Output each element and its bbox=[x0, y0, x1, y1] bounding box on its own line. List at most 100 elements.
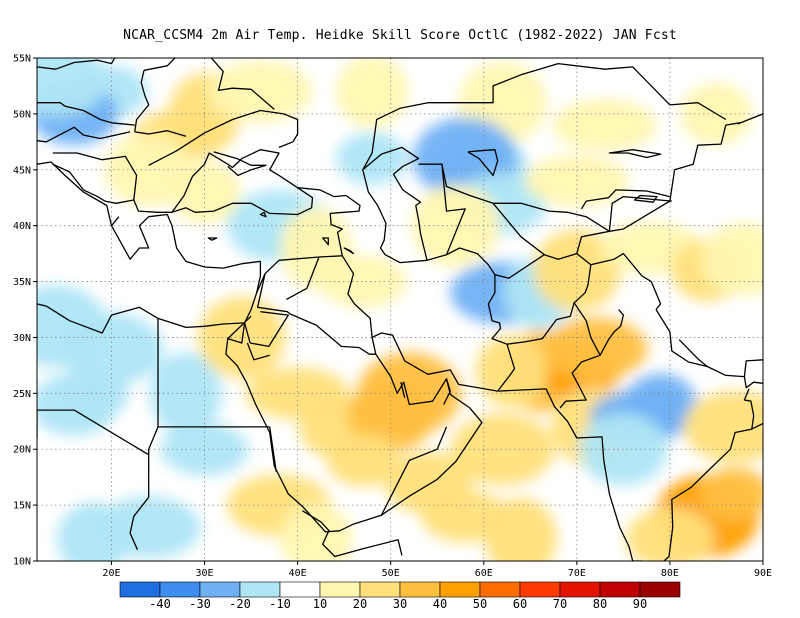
country-border bbox=[418, 163, 466, 255]
country-border bbox=[559, 302, 601, 409]
colorbar-swatch bbox=[279, 581, 321, 598]
lat-tick-label: 50N bbox=[13, 109, 31, 120]
field-blob bbox=[208, 60, 313, 123]
field-blob bbox=[56, 502, 129, 561]
colorbar-swatch bbox=[399, 581, 441, 598]
country-border bbox=[362, 62, 727, 171]
axis-ticks: 20E 30E 40E 50E 60E 70E 80E 90E 10N 15N 20N 25N 30N 3… bbox=[13, 54, 772, 580]
country-border bbox=[148, 109, 299, 166]
lake-outline bbox=[343, 247, 355, 255]
lat-tick-label: 35N bbox=[13, 277, 31, 288]
lat-tick-label: 25N bbox=[13, 389, 31, 400]
field-blob bbox=[475, 334, 548, 407]
country-border bbox=[256, 187, 361, 293]
colorbar-swatch bbox=[359, 581, 401, 598]
country-border bbox=[52, 163, 134, 204]
country-border bbox=[426, 247, 516, 392]
country-border bbox=[256, 273, 376, 355]
field-blob bbox=[37, 373, 119, 436]
colorbar-swatch bbox=[519, 581, 561, 598]
field-blob bbox=[683, 390, 763, 463]
country-border bbox=[494, 252, 592, 345]
colorbar-label: 50 bbox=[473, 597, 487, 611]
colorbar-label: 60 bbox=[513, 597, 527, 611]
colorbar-label: -10 bbox=[269, 597, 291, 611]
colorbar-label: -30 bbox=[189, 597, 211, 611]
lat-tick-label: 55N bbox=[13, 54, 31, 65]
field-blob bbox=[700, 223, 763, 296]
field-blob bbox=[326, 434, 399, 487]
field-blob bbox=[318, 255, 407, 308]
country-border bbox=[37, 126, 131, 143]
country-border bbox=[493, 202, 610, 232]
field-blob bbox=[336, 132, 409, 185]
country-border bbox=[148, 318, 159, 498]
lon-tick-label: 50E bbox=[382, 568, 400, 579]
lat-tick-label: 20N bbox=[13, 445, 31, 456]
lat-tick-label: 45N bbox=[13, 165, 31, 176]
field-blob bbox=[197, 296, 286, 379]
coastline bbox=[322, 531, 403, 558]
coastline bbox=[632, 422, 763, 561]
country-border bbox=[441, 164, 545, 256]
map-title: NCAR_CCSM4 2m Air Temp. Heidke Skill Sco… bbox=[123, 28, 677, 43]
country-border bbox=[590, 252, 662, 310]
field-blob bbox=[357, 352, 462, 435]
field-blob bbox=[625, 507, 714, 561]
coastline bbox=[213, 151, 267, 177]
country-border bbox=[134, 70, 150, 132]
lon-tick-label: 40E bbox=[289, 568, 307, 579]
lon-tick-label: 20E bbox=[102, 568, 120, 579]
coastline bbox=[37, 58, 116, 70]
country-border bbox=[129, 496, 150, 551]
country-border bbox=[37, 409, 150, 456]
colorbar-swatch bbox=[159, 581, 201, 598]
coastline bbox=[225, 322, 634, 561]
country-border bbox=[143, 58, 275, 110]
colorbar-label: 20 bbox=[353, 597, 367, 611]
colorbar-swatch bbox=[439, 581, 481, 598]
field-blob bbox=[37, 58, 108, 117]
colorbar-label: 10 bbox=[313, 597, 327, 611]
country-border bbox=[743, 376, 763, 389]
country-border bbox=[580, 189, 671, 210]
country-border bbox=[37, 102, 135, 126]
colorbar-label: -40 bbox=[149, 597, 171, 611]
field-blob bbox=[280, 502, 353, 561]
lon-tick-label: 80E bbox=[661, 568, 679, 579]
colorbar-swatch bbox=[599, 581, 641, 598]
coastline bbox=[362, 146, 428, 264]
colorbar-swatch bbox=[199, 581, 241, 598]
colorbar-swatch bbox=[119, 581, 161, 598]
coastline bbox=[171, 149, 314, 216]
lake-outline bbox=[259, 211, 267, 218]
country-border bbox=[608, 195, 672, 232]
colorbar-label: 80 bbox=[593, 597, 607, 611]
country-border bbox=[134, 130, 187, 137]
lat-tick-label: 10N bbox=[13, 557, 31, 568]
field-blob bbox=[543, 317, 648, 380]
country-border bbox=[400, 382, 406, 398]
lake-outline bbox=[608, 149, 662, 159]
colorbar-label: -20 bbox=[229, 597, 251, 611]
lon-tick-label: 90E bbox=[754, 568, 772, 579]
lat-tick-label: 30N bbox=[13, 333, 31, 344]
field-blob bbox=[336, 58, 409, 128]
country-border bbox=[737, 113, 763, 125]
lon-tick-label: 60E bbox=[475, 568, 493, 579]
gridlines bbox=[37, 58, 763, 561]
field-blob bbox=[421, 490, 510, 543]
country-border bbox=[110, 216, 120, 227]
field-blob bbox=[104, 133, 193, 206]
country-border bbox=[52, 152, 172, 213]
country-border bbox=[301, 510, 331, 533]
country-border bbox=[341, 255, 373, 338]
map-frame bbox=[36, 57, 764, 562]
lake-outline bbox=[207, 237, 218, 241]
colorbar-label: 70 bbox=[553, 597, 567, 611]
country-border bbox=[443, 378, 451, 405]
coastline bbox=[37, 161, 262, 334]
lake-outline bbox=[322, 237, 329, 246]
country-border bbox=[249, 311, 289, 348]
